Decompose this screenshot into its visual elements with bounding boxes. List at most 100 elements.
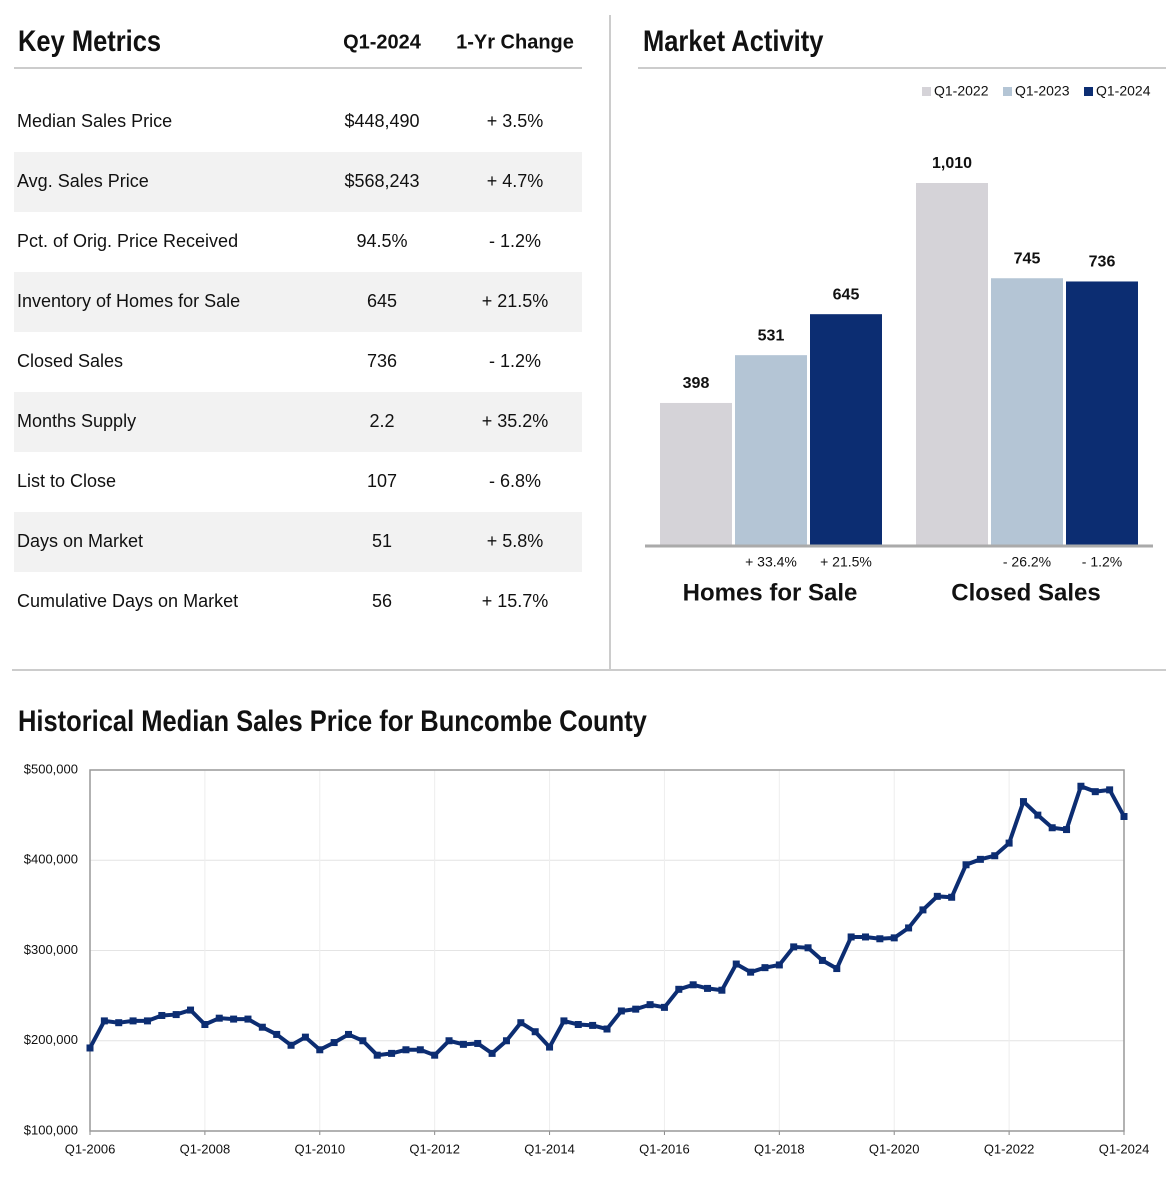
point [1106,786,1114,794]
point [847,933,855,941]
x-tick-label: Q1-2022 [984,1141,1035,1156]
point [933,892,941,900]
point [1034,811,1042,819]
point [1120,812,1128,820]
point [862,933,869,941]
value-label: 745 [1014,250,1041,267]
point [115,1019,123,1027]
point [402,1046,410,1054]
legend-label: Q1-2023 [1015,83,1070,99]
bar [660,402,732,546]
point [675,985,683,993]
point [172,1011,180,1019]
row-band [14,272,582,332]
cell-change: + 35.2% [482,411,549,431]
point [833,965,841,973]
point [747,968,755,976]
cell-value: 107 [367,471,397,491]
point [775,961,783,969]
point [919,906,927,914]
point [948,893,956,901]
change-label: - 26.2% [1003,554,1051,570]
point [474,1039,482,1047]
cell-change: - 1.2% [489,231,541,251]
cell-value: 56 [372,591,392,611]
change-label: - 1.2% [1082,554,1122,570]
row-label: Avg. Sales Price [17,171,149,191]
point [660,1003,668,1011]
point [215,1014,223,1022]
chart-title: Market Activity [643,24,824,57]
row-label: Days on Market [17,531,143,551]
cell-value: $568,243 [344,171,419,191]
legend-label: Q1-2024 [1096,83,1151,99]
point [976,855,984,863]
table-title: Key Metrics [18,24,161,57]
point [1063,826,1071,834]
point [445,1037,453,1045]
row-label: Closed Sales [17,351,123,371]
cell-change: - 1.2% [489,351,541,371]
point [574,1021,582,1029]
point [373,1051,381,1059]
point [1048,824,1056,832]
point [531,1028,539,1036]
row-band [14,512,582,572]
point [718,986,726,994]
point [273,1030,281,1038]
cell-value: 645 [367,291,397,311]
bar [916,183,988,546]
point [632,1005,640,1013]
point [502,1037,510,1045]
cell-value: 736 [367,351,397,371]
row-label: List to Close [17,471,116,491]
x-tick-label: Q1-2018 [754,1141,805,1156]
point [316,1046,324,1054]
point [86,1044,94,1052]
legend-swatch [1003,87,1012,96]
point [158,1011,166,1019]
point [1077,782,1085,790]
row-label: Pct. of Orig. Price Received [17,231,238,251]
point [244,1015,252,1023]
point [646,1001,654,1009]
x-tick-label: Q1-2024 [1099,1141,1150,1156]
cell-value: $448,490 [344,111,419,131]
value-label: 1,010 [932,155,972,172]
point [962,861,970,869]
bar [991,278,1063,546]
point [890,934,898,942]
point [100,1017,108,1025]
y-tick-label: $300,000 [24,942,78,957]
point [1091,788,1099,796]
point [1005,839,1013,847]
cell-change: + 3.5% [487,111,544,131]
change-label: + 21.5% [820,554,872,570]
y-tick-label: $400,000 [24,852,78,867]
x-tick-label: Q1-2006 [65,1141,116,1156]
x-tick-label: Q1-2014 [524,1141,575,1156]
point [129,1017,137,1025]
cell-value: 94.5% [356,231,407,251]
y-tick-label: $100,000 [24,1122,78,1137]
point [732,960,740,968]
point [330,1039,338,1047]
point [258,1023,266,1031]
point [603,1025,611,1033]
change-label: + 33.4% [745,554,797,570]
point [546,1043,554,1051]
point [617,1007,625,1015]
point [416,1046,424,1054]
row-band [14,392,582,452]
x-tick-label: Q1-2008 [180,1141,231,1156]
point [560,1017,568,1025]
value-label: 736 [1089,254,1116,271]
chart-title: Historical Median Sales Price for Buncom… [18,704,647,737]
value-label: 645 [833,286,860,303]
point [187,1006,195,1014]
row-label: Cumulative Days on Market [17,591,238,611]
y-tick-label: $200,000 [24,1032,78,1047]
point [488,1049,496,1057]
point [991,852,999,860]
column-header: 1-Yr Change [456,31,574,53]
